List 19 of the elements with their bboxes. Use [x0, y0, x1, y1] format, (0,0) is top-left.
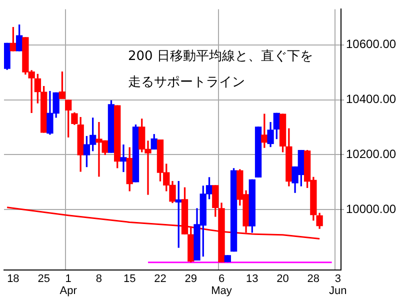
x-tick-label: 3 Jun — [329, 273, 347, 298]
x-tick-label: 15 — [123, 273, 136, 286]
annotation: 走るサポートライン — [128, 74, 246, 92]
x-tick-label: 28 — [307, 273, 320, 286]
x-tick-label: 29 — [184, 273, 198, 286]
candlestick — [120, 144, 127, 172]
x-tick-label: 6 May — [211, 273, 232, 298]
y-tick-label: 10400.00 — [346, 92, 396, 106]
x-tick-label: 25 — [38, 273, 50, 286]
y-tick-label: 10200.00 — [346, 147, 396, 162]
x-tick-label: 13 — [246, 273, 258, 286]
annotation: 200 日移動平均線と、直ぐ下を — [128, 48, 313, 66]
x-tick-label: 20 — [276, 273, 289, 286]
y-tick-label: 10000.00 — [346, 202, 396, 216]
x-tick-label: 18 — [7, 273, 20, 286]
x-tick-label: 22 — [154, 273, 166, 286]
x-tick-label: 1 Apr — [60, 273, 78, 298]
x-tick-label: 8 — [96, 273, 102, 286]
y-tick-label: 10600.00 — [346, 37, 396, 52]
